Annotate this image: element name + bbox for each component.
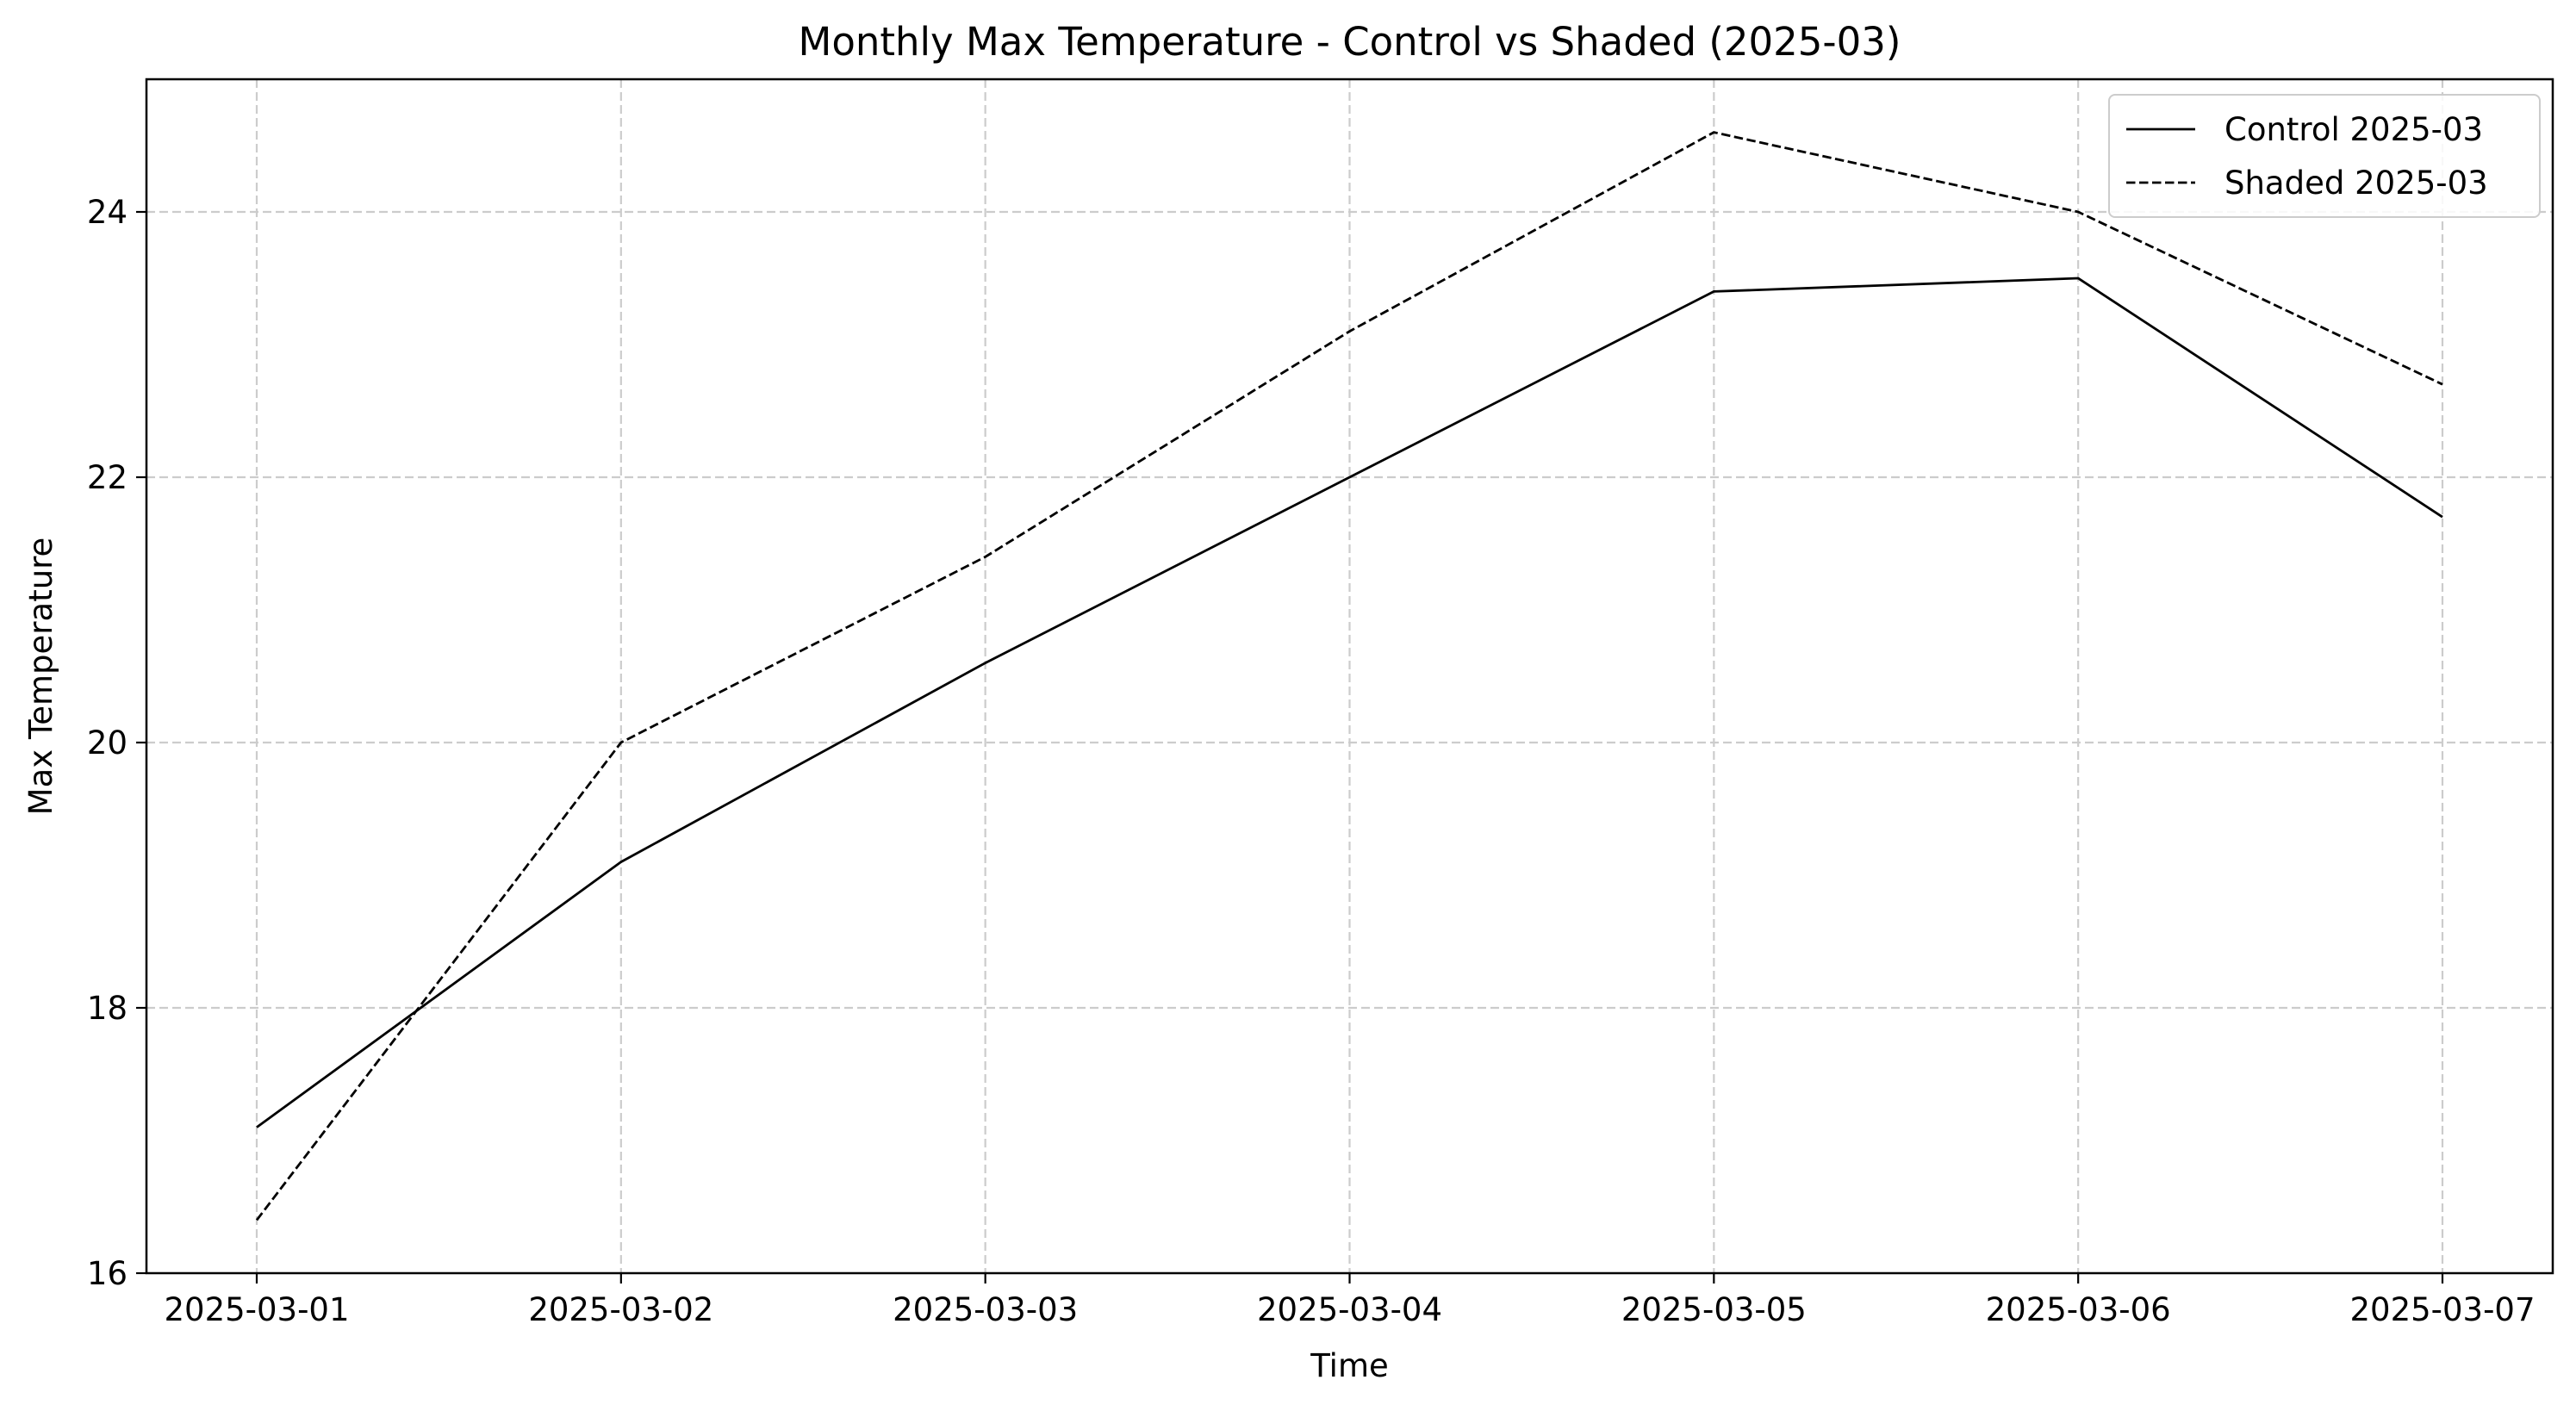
series-lines: [255, 131, 2443, 1221]
x-tick-label: 2025-03-04: [1257, 1291, 1442, 1328]
y-tick-label: 24: [87, 194, 128, 231]
y-tick-label: 20: [87, 724, 128, 761]
y-axis-title: Max Temperature: [22, 538, 59, 816]
legend-box: [2108, 94, 2541, 218]
y-tick-label: 18: [87, 990, 128, 1027]
y-tick-label: 22: [87, 459, 128, 496]
legend-label-2: Shaded 2025-03: [2224, 165, 2488, 202]
legend-label-1: Control 2025-03: [2224, 111, 2483, 148]
x-tick-label: 2025-03-02: [528, 1291, 713, 1328]
x-tick-label: 2025-03-06: [1986, 1291, 2171, 1328]
y-tick-label: 16: [87, 1255, 128, 1292]
x-tick-label: 2025-03-01: [164, 1291, 349, 1328]
legend: Control 2025-03 Shaded 2025-03: [2108, 94, 2541, 218]
series-line-1: [256, 277, 2443, 1128]
chart-title: Monthly Max Temperature - Control vs Sha…: [799, 19, 1901, 65]
series-line-2: [255, 131, 2443, 1221]
x-axis-title: Time: [1310, 1347, 1389, 1384]
x-tick-label: 2025-03-05: [1621, 1291, 1807, 1328]
x-tick-label: 2025-03-03: [893, 1291, 1078, 1328]
axis-ticks: 2025-03-01 2025-03-02 2025-03-03 2025-03-04…: [87, 194, 2536, 1328]
x-tick-label: 2025-03-07: [2349, 1291, 2535, 1328]
